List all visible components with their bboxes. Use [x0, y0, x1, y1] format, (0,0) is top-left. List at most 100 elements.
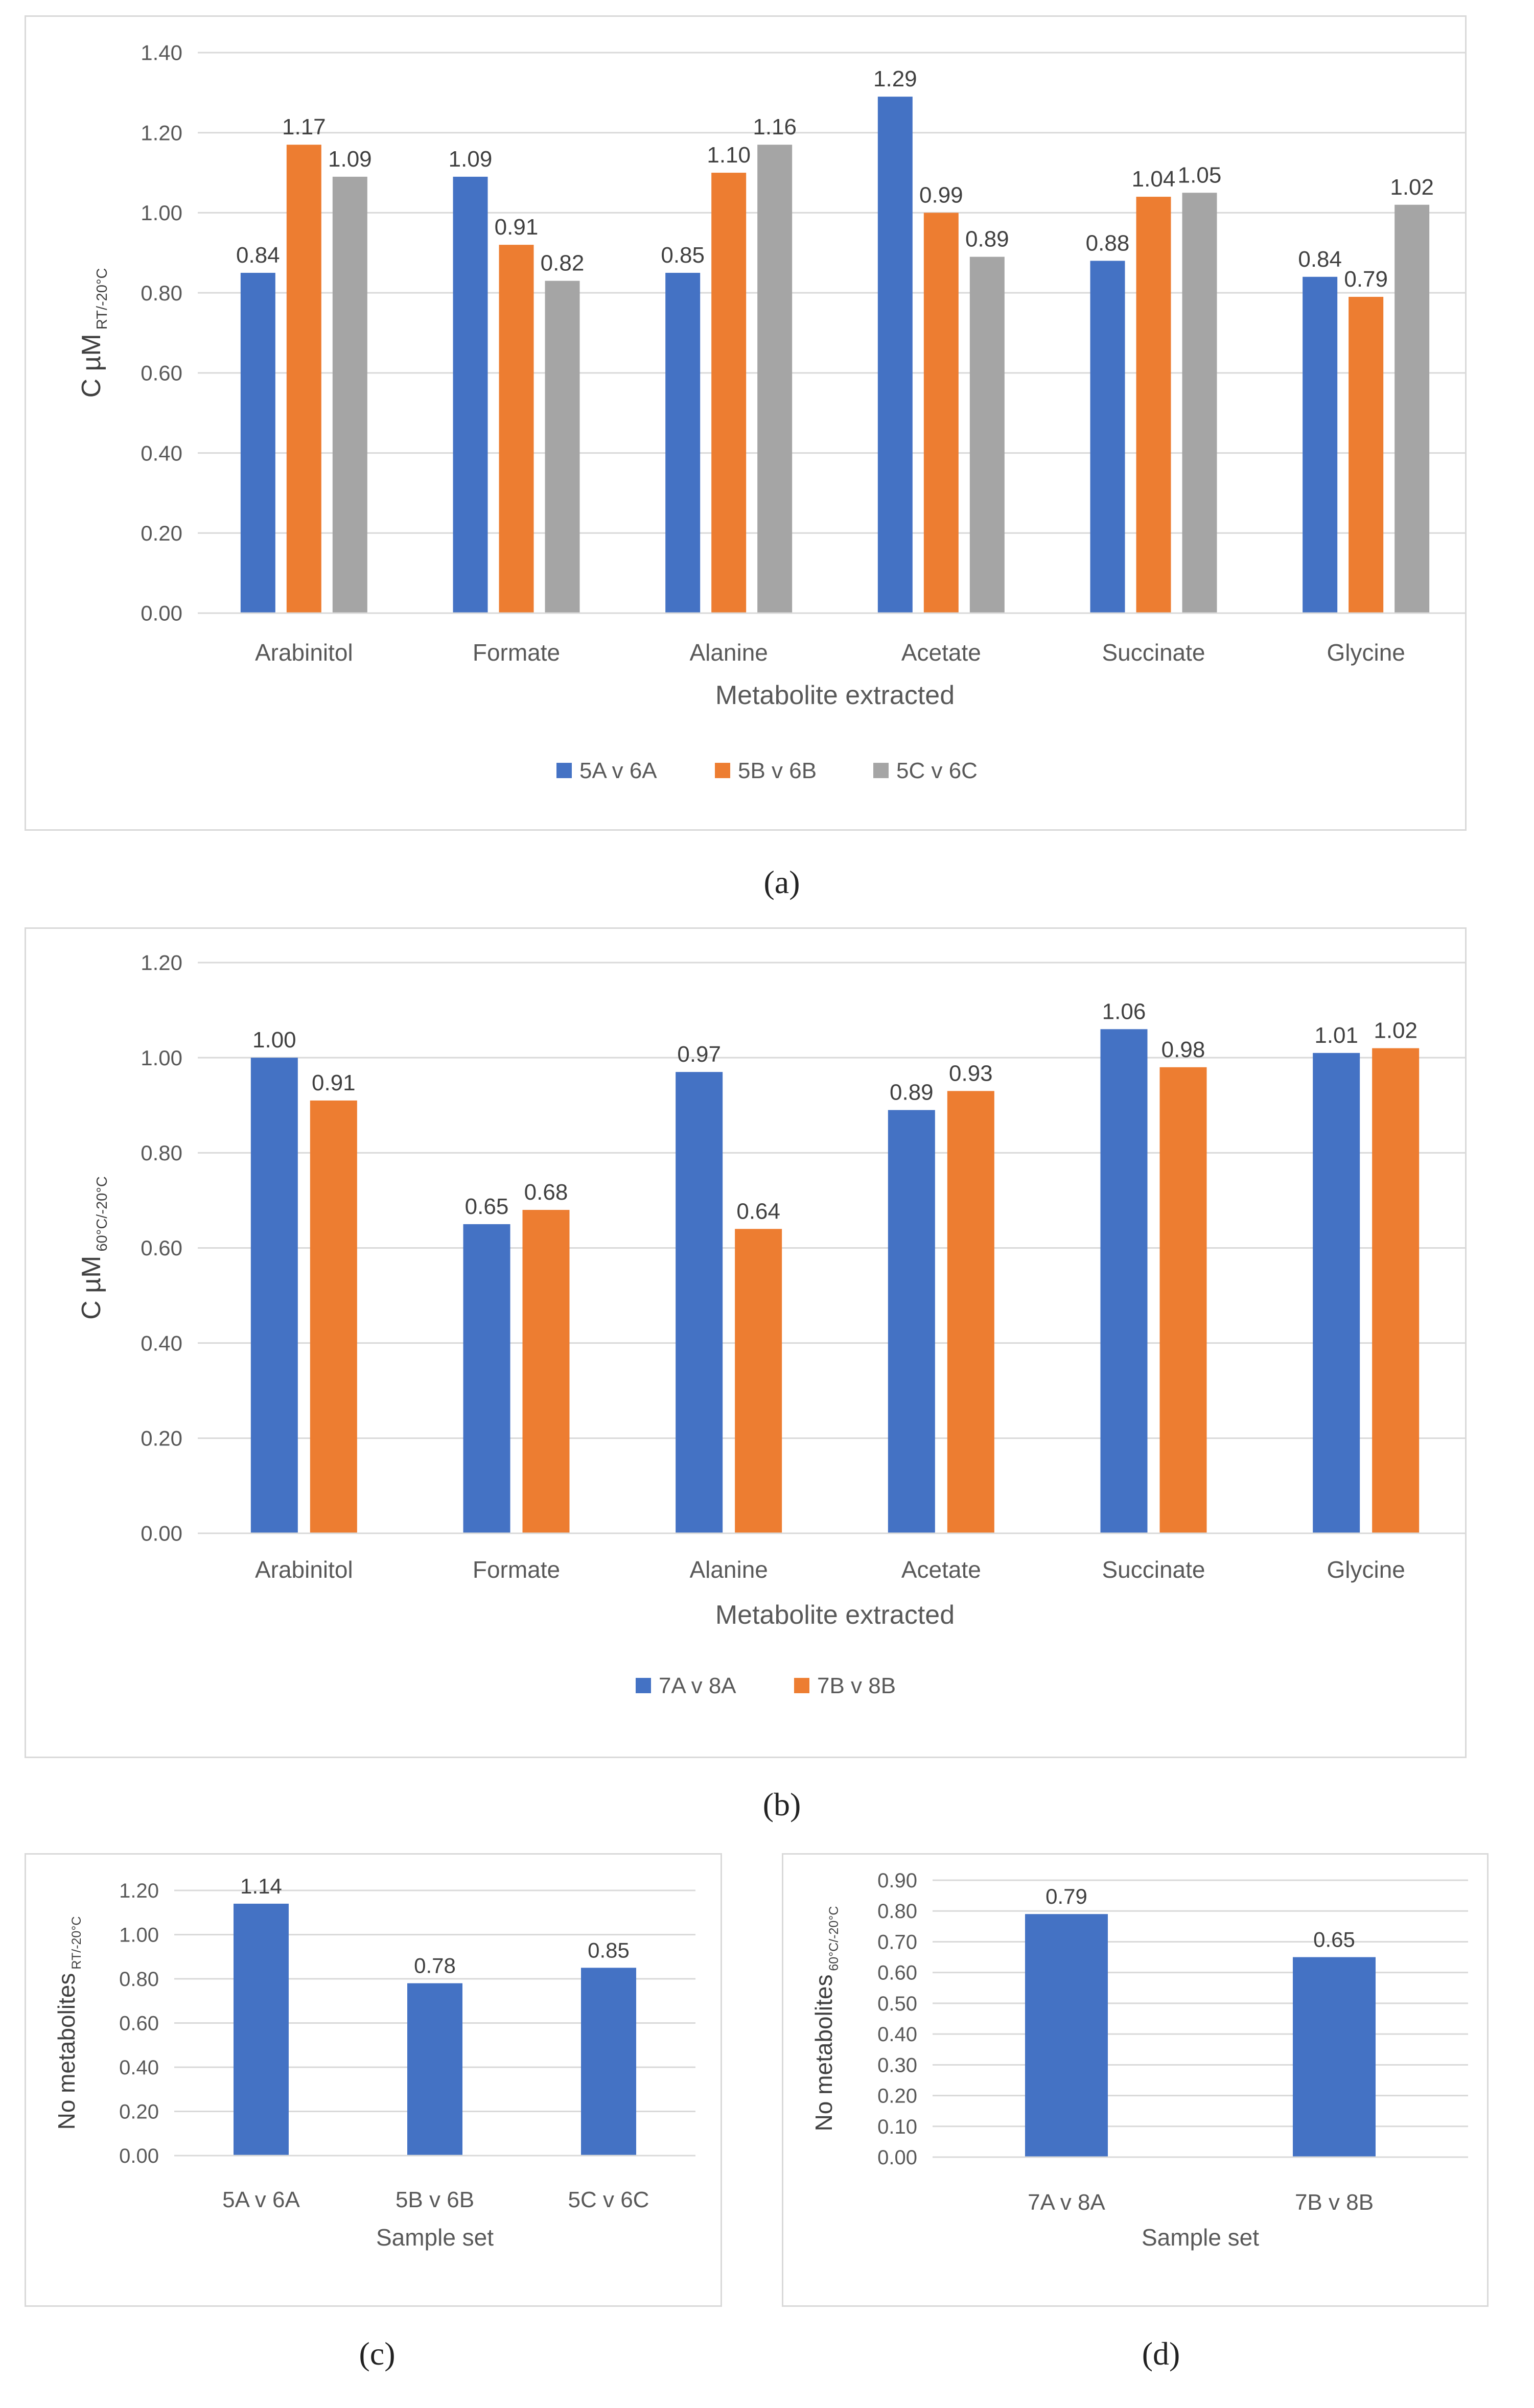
bar: [757, 145, 793, 613]
bar: [1293, 1957, 1376, 2157]
y-tick-label: 0.20: [119, 2101, 159, 2123]
y-tick-label: 1.00: [141, 1046, 182, 1070]
y-tick-label: 0.20: [877, 2085, 917, 2108]
y-axis-title: C µM 60°C/-20°C: [77, 1176, 110, 1320]
y-tick-label: 0.60: [119, 2013, 159, 2035]
bar: [1025, 1914, 1108, 2157]
y-tick-label: 0.20: [141, 521, 182, 545]
y-tick-label: 0.70: [877, 1931, 917, 1953]
data-label: 0.79: [1344, 267, 1388, 292]
y-tick-label: 0.00: [141, 601, 182, 625]
data-label: 0.85: [661, 243, 705, 268]
caption-b: (b): [762, 1786, 801, 1822]
y-axis-title-main: No metabolites: [53, 1973, 80, 2130]
bar: [1313, 1053, 1360, 1533]
y-tick-label: 0.80: [877, 1900, 917, 1923]
x-tick-label: Formate: [473, 639, 560, 666]
data-label: 1.10: [707, 143, 751, 168]
caption-d: (d): [1142, 2335, 1180, 2372]
bar: [1349, 296, 1384, 613]
bar: [310, 1100, 357, 1533]
x-tick-label: Succinate: [1102, 639, 1205, 666]
bar: [1303, 276, 1338, 613]
x-tick-label: 5C v 6C: [568, 2187, 649, 2212]
y-tick-label: 0.20: [141, 1427, 182, 1451]
x-tick-label: Alanine: [689, 1556, 768, 1583]
data-label: 0.98: [1161, 1037, 1205, 1062]
chart-panel-b: 0.00 0.20 0.40 0.60 0.80 1.00 1.20 1.00 0.91 Arab…: [25, 927, 1467, 1758]
bar-chart-b: 0.00 0.20 0.40 0.60 0.80 1.00 1.20 1.00 0.91 Arab…: [77, 951, 1465, 1698]
data-label: 0.89: [890, 1080, 934, 1105]
y-tick-label: 1.20: [141, 951, 182, 975]
y-tick-label: 0.90: [877, 1869, 917, 1892]
data-label: 0.88: [1086, 230, 1130, 255]
bar-chart-a: 0.00 0.20 0.40 0.60 0.80 1.00 1.20 1.40 0.84 1.17…: [77, 41, 1465, 783]
data-label: 0.82: [541, 251, 585, 276]
legend-entry: 5A v 6A: [579, 758, 657, 783]
data-label: 0.89: [965, 227, 1009, 252]
y-tick-label: 0.60: [877, 1962, 917, 1984]
data-label: 1.02: [1374, 1018, 1417, 1043]
legend-swatch: [873, 763, 889, 778]
bar: [545, 280, 580, 613]
y-tick-label: 0.40: [119, 2056, 159, 2079]
y-tick-label: 0.60: [141, 361, 182, 385]
x-tick-label: Succinate: [1102, 1556, 1205, 1583]
data-label: 1.09: [328, 147, 372, 172]
y-tick-label: 1.20: [119, 1880, 159, 1902]
data-label: 1.04: [1132, 167, 1176, 192]
x-tick-label: Arabinitol: [255, 639, 353, 666]
data-label: 0.79: [1045, 1884, 1087, 1908]
y-axis-title-main: No metabolites: [810, 1975, 837, 2132]
bar: [453, 176, 488, 614]
y-tick-label: 0.80: [141, 1141, 182, 1165]
bar: [711, 173, 747, 614]
x-axis-title: Metabolite extracted: [715, 1600, 955, 1630]
y-axis-title-sub: 60°C/-20°C: [827, 1906, 841, 1975]
data-label: 1.05: [1178, 162, 1222, 188]
y-tick-label: 1.00: [141, 201, 182, 225]
y-tick-label: 0.80: [141, 281, 182, 305]
bar: [1136, 197, 1171, 614]
y-axis-title: C µM RT/-20°C: [77, 268, 110, 398]
y-axis-title-sub: RT/-20°C: [94, 268, 110, 334]
bar: [665, 272, 701, 613]
legend-swatch: [794, 1678, 809, 1693]
bar-chart-d: 0.00 0.10 0.20 0.30 0.40 0.50 0.60 0.70 0.80 0.90…: [810, 1869, 1468, 2251]
data-label: 1.09: [449, 147, 493, 172]
x-tick-label: Acetate: [901, 639, 981, 666]
data-label: 0.78: [414, 1954, 456, 1978]
y-tick-label: 0.80: [119, 1968, 159, 1991]
data-label: 0.65: [465, 1194, 509, 1219]
chart-panel-a: 0.00 0.20 0.40 0.60 0.80 1.00 1.20 1.40 0.84 1.17…: [25, 15, 1467, 831]
data-label: 0.91: [495, 215, 539, 240]
bar: [1090, 261, 1125, 613]
bar: [947, 1091, 994, 1533]
x-tick-label: 7B v 8B: [1295, 2190, 1374, 2215]
legend-entry: 7A v 8A: [659, 1673, 736, 1698]
data-label: 1.02: [1390, 175, 1434, 200]
y-axis-title-main: C µM: [77, 334, 106, 398]
x-axis-title: Metabolite extracted: [715, 681, 955, 710]
bar: [888, 1110, 935, 1533]
x-tick-label: 5A v 6A: [222, 2187, 300, 2212]
y-axis-title: No metabolites RT/-20°C: [53, 1916, 84, 2130]
data-label: 0.84: [236, 243, 280, 268]
y-tick-label: 0.10: [877, 2116, 917, 2138]
y-axis-title-sub: 60°C/-20°C: [94, 1176, 110, 1255]
bar: [332, 176, 367, 614]
x-axis-title: Sample set: [1142, 2224, 1259, 2251]
data-label: 0.91: [312, 1070, 356, 1095]
x-tick-label: Arabinitol: [255, 1556, 353, 1583]
y-tick-label: 0.40: [141, 1331, 182, 1355]
y-tick-label: 1.20: [141, 121, 182, 145]
x-tick-label: 5B v 6B: [396, 2187, 474, 2212]
caption-c: (c): [359, 2335, 396, 2372]
x-tick-label: Acetate: [901, 1556, 981, 1583]
data-label: 1.16: [753, 114, 797, 139]
bar: [250, 1058, 298, 1533]
data-label: 0.84: [1298, 247, 1342, 272]
data-label: 1.17: [282, 114, 326, 139]
data-label: 0.65: [1313, 1928, 1355, 1952]
legend-swatch: [636, 1678, 651, 1693]
